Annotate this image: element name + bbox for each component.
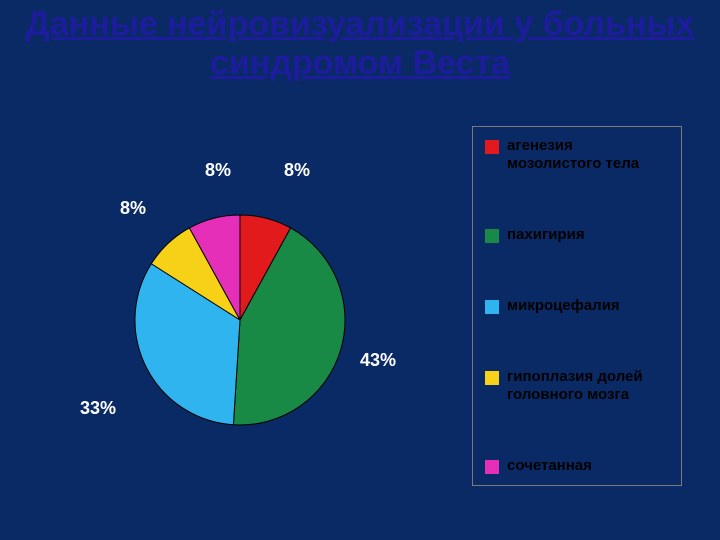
legend-swatch-3 — [485, 371, 499, 385]
legend-item-2: микроцефалия — [485, 297, 669, 315]
legend-swatch-4 — [485, 460, 499, 474]
legend-item-4: сочетанная — [485, 457, 669, 475]
legend-item-3: гипоплазия долей головного мозга — [485, 368, 669, 404]
legend-label-4: сочетанная — [507, 457, 592, 475]
legend: агенезия мозолистого тела пахигирия микр… — [472, 126, 682, 486]
pie-label-1: 43% — [360, 350, 396, 371]
pie-label-3: 8% — [120, 198, 146, 219]
legend-item-0: агенезия мозолистого тела — [485, 137, 669, 173]
legend-swatch-2 — [485, 300, 499, 314]
pie-label-2: 33% — [80, 398, 116, 419]
legend-label-1: пахигирия — [507, 226, 585, 244]
pie-label-0: 8% — [284, 160, 310, 181]
legend-swatch-1 — [485, 229, 499, 243]
legend-label-2: микроцефалия — [507, 297, 620, 315]
legend-label-3: гипоплазия долей головного мозга — [507, 368, 669, 404]
slide-root: Данные нейровизуализации у больных синдр… — [0, 0, 720, 540]
pie-label-4: 8% — [205, 160, 231, 181]
legend-item-1: пахигирия — [485, 226, 669, 244]
legend-swatch-0 — [485, 140, 499, 154]
legend-label-0: агенезия мозолистого тела — [507, 137, 669, 173]
